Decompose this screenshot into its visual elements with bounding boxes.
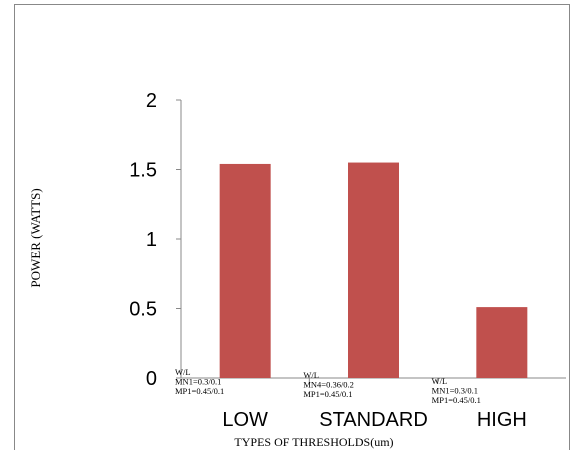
labels: POWER (WATTS) TYPES OF THRESHOLDS(um) — [28, 188, 394, 449]
threshold-annotation-line: MN1=0.3/0.1 — [175, 377, 221, 387]
bar — [219, 163, 271, 378]
bar — [476, 307, 528, 378]
threshold-annotation-line: W/L — [303, 370, 319, 380]
y-tick-label: 0 — [146, 368, 157, 390]
y-tick-label: 1 — [146, 229, 157, 251]
threshold-annotation-line: MP1=0.45/0.1 — [432, 395, 481, 405]
y-tick-label: 2 — [146, 90, 157, 112]
threshold-annotation-line: W/L — [175, 367, 191, 377]
category-label: STANDARD — [319, 409, 428, 431]
category-label: LOW — [222, 409, 268, 431]
bar — [348, 162, 399, 378]
y-axis-label: POWER (WATTS) — [28, 188, 43, 287]
threshold-annotation-line: MP1=0.45/0.1 — [303, 389, 352, 399]
threshold-annotation-line: MN1=0.3/0.1 — [432, 386, 478, 396]
threshold-annotation-line: MN4=0.36/0.2 — [303, 380, 354, 390]
y-tick-label: 0.5 — [129, 299, 157, 321]
threshold-annotation-line: MP1=0.45/0.1 — [175, 386, 224, 396]
x-axis-label: TYPES OF THRESHOLDS(um) — [234, 435, 393, 449]
y-tick-label: 1.5 — [129, 160, 157, 182]
threshold-annotation-line: W/L — [432, 376, 448, 386]
bars — [219, 162, 528, 378]
category-label: HIGH — [477, 409, 527, 431]
annotations: W/LMN1=0.3/0.1MP1=0.45/0.1W/LMN4=0.36/0.… — [175, 367, 481, 405]
